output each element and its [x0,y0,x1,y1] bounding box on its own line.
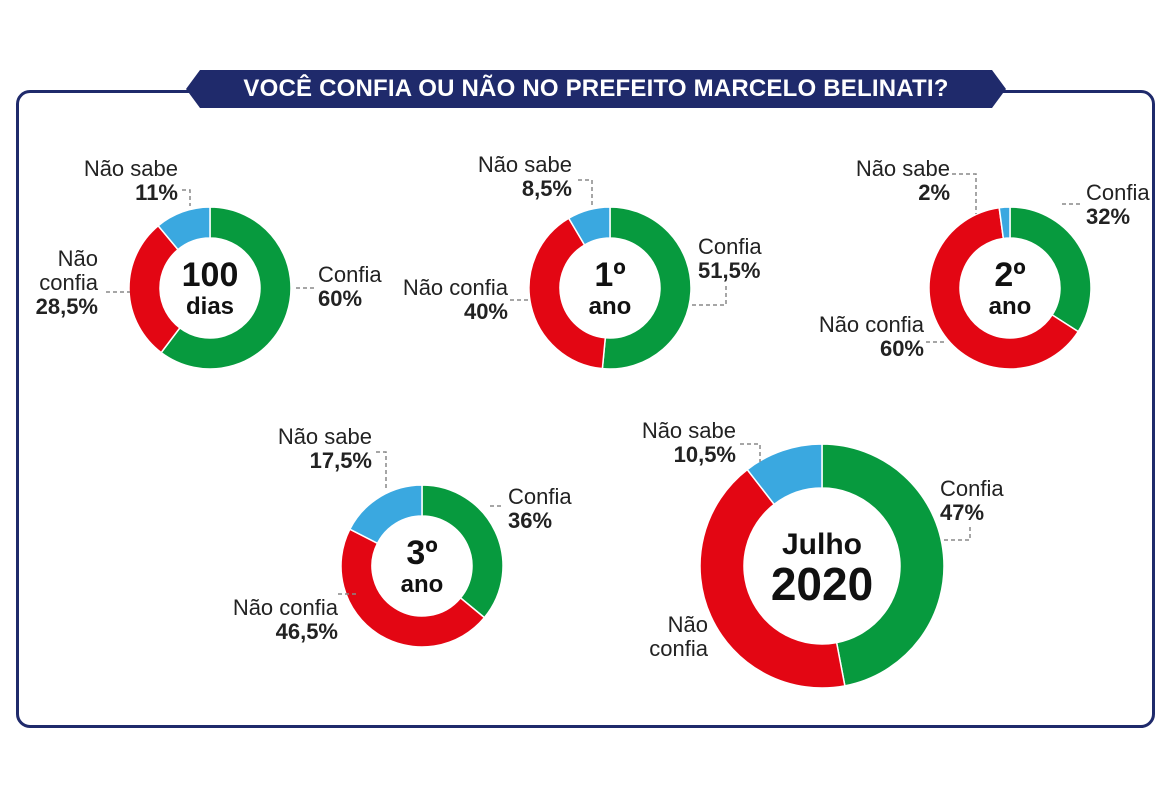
slice-nao-sabe [348,484,423,545]
center-label-0: Julho [782,528,862,561]
value-label-confia: 47% [940,500,984,525]
leader-confia [944,526,971,541]
name-label-nao-sabe: Não sabe [84,156,178,181]
name-label-confia: Confia [318,262,382,287]
name-label-nao-confia: Não confia [819,312,925,337]
value-label-confia: 36% [508,508,552,533]
name-label-nao-confia: Não [58,246,98,271]
value-label-nao-sabe: 10,5% [674,442,736,467]
slice-confia [160,206,292,370]
leader-nao-sabe [578,179,593,206]
name-label-nao-confia: Não confia [233,595,339,620]
center-label-1: ano [589,293,632,320]
center-label-0: 2º [994,256,1025,294]
slice-confia [821,443,945,687]
value-label-nao-sabe: 11% [135,180,178,205]
slice-confia [421,484,504,619]
value-label-nao-confia: 40% [464,299,508,324]
value-label-nao-confia: 28,5% [36,294,98,319]
slice-nao-confia [340,528,486,648]
name-label-confia: Confia [698,234,762,259]
value-label-nao-confia: 60% [880,336,924,361]
leader-confia [692,284,727,306]
name-label-confia: Confia [940,476,1004,501]
value-label-nao-sabe: 17,5% [310,448,372,473]
slice-nao-sabe [567,206,611,246]
center-label-0: 3º [406,534,437,572]
name-label-nao-sabe: Não sabe [278,424,372,449]
name-label-nao-sabe: Não sabe [642,418,736,443]
value-label-confia: 51,5% [698,258,760,283]
value-label-nao-sabe: 2% [918,180,950,205]
center-label-1: 2020 [771,558,873,610]
slice-nao-sabe [157,206,211,251]
value-label-confia: 32% [1086,204,1130,229]
leader-nao-sabe [376,451,387,490]
leader-nao-sabe [182,189,191,206]
slice-nao-confia [528,217,607,370]
center-label-0: 1º [594,256,625,294]
leader-nao-sabe [740,443,761,462]
name-label-nao-confia: Não confia [403,275,509,300]
value-label-nao-confia: 46,5% [276,619,338,644]
slice-nao-confia [928,206,1080,370]
chart-title: VOCÊ CONFIA OU NÃO NO PREFEITO MARCELO B… [186,70,1006,108]
slice-nao-confia [128,224,181,354]
slice-nao-confia [699,468,846,689]
center-label-1: ano [401,571,444,598]
name-label-nao-confia: confia [39,270,98,295]
slice-nao-sabe [746,443,823,506]
name-label-nao-sabe: Não sabe [478,152,572,177]
value-label-nao-sabe: 8,5% [522,176,572,201]
center-label-1: ano [989,293,1032,320]
leader-nao-sabe [952,173,977,214]
slice-confia [1009,206,1092,333]
name-label-nao-confia: confia [649,636,708,661]
slice-confia [601,206,692,370]
center-label-1: dias [186,293,234,320]
name-label-nao-confia: Não [668,612,708,637]
value-label-confia: 60% [318,286,362,311]
slice-nao-sabe [998,206,1011,240]
center-label-0: 100 [182,256,239,294]
name-label-confia: Confia [508,484,572,509]
name-label-nao-sabe: Não sabe [856,156,950,181]
name-label-confia: Confia [1086,180,1150,205]
